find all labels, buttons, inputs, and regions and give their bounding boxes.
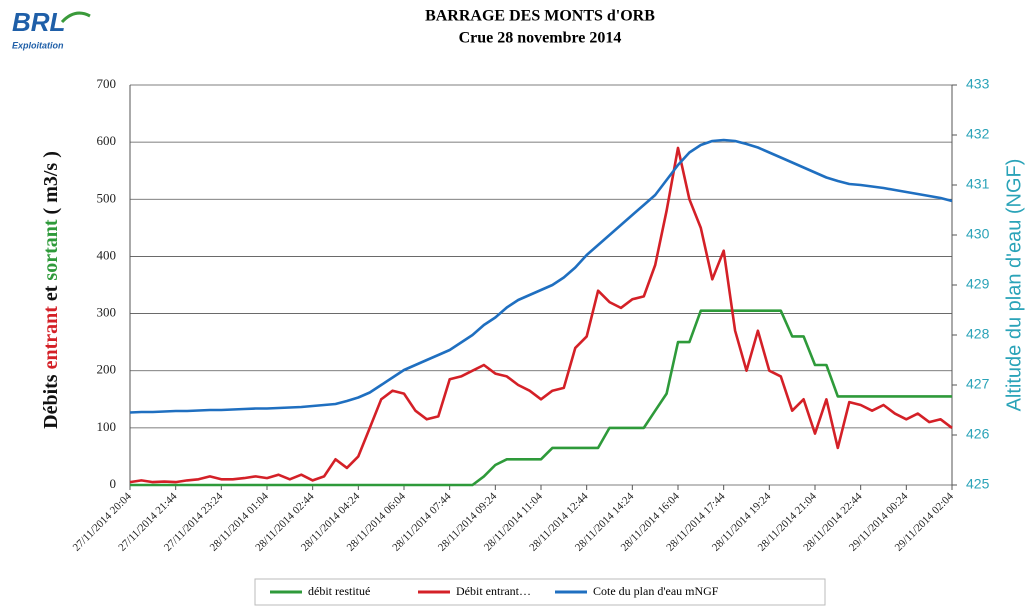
y2-tick-label: 426 <box>966 426 990 442</box>
legend-label: débit restitué <box>308 584 370 598</box>
series-line <box>130 309 952 487</box>
chart-title: BARRAGE DES MONTS d'ORB <box>425 8 655 25</box>
y2-tick-label: 428 <box>966 326 990 342</box>
chart-subtitle: Crue 28 novembre 2014 <box>459 30 622 47</box>
logo-sub: Exploitation <box>12 40 64 50</box>
legend-box <box>254 578 826 606</box>
y-axis-label-part: Débits <box>40 369 62 428</box>
y-tick-label: 700 <box>97 76 117 91</box>
y-axis-label-part: et <box>40 281 62 307</box>
y-tick-label: 100 <box>97 419 117 434</box>
y2-tick-label: 433 <box>966 76 990 92</box>
y2-tick-label: 430 <box>966 226 990 242</box>
y-tick-label: 500 <box>97 190 117 205</box>
legend-label: Cote du plan d'eau mNGF <box>593 584 719 598</box>
y2-tick-label: 431 <box>966 176 990 192</box>
logo-brand: BRL <box>12 7 65 37</box>
series-line <box>129 146 953 484</box>
y-tick-label: 300 <box>97 305 117 320</box>
legend-label: Débit entrant… <box>456 584 531 598</box>
y2-tick-label: 432 <box>966 126 990 142</box>
y2-tick-label: 425 <box>966 476 990 492</box>
y2-tick-label: 427 <box>966 376 990 392</box>
y-tick-label: 0 <box>110 476 117 491</box>
y-axis-label-part: entrant <box>40 306 62 370</box>
y2-tick-label: 429 <box>966 276 990 292</box>
series-line <box>129 138 953 414</box>
logo-swoosh <box>60 11 91 24</box>
y-tick-label: 600 <box>97 133 117 148</box>
y-axis-label-part: sortant <box>40 219 62 280</box>
y2-axis-label: Altitude du plan d'eau (NGF) <box>1003 159 1025 412</box>
y-tick-label: 200 <box>97 362 117 377</box>
y-tick-label: 400 <box>97 247 117 262</box>
y-axis-label-part: ( m3/s ) <box>40 151 62 219</box>
y-axis-label: Débits entrant et sortant ( m3/s ) <box>40 151 62 429</box>
